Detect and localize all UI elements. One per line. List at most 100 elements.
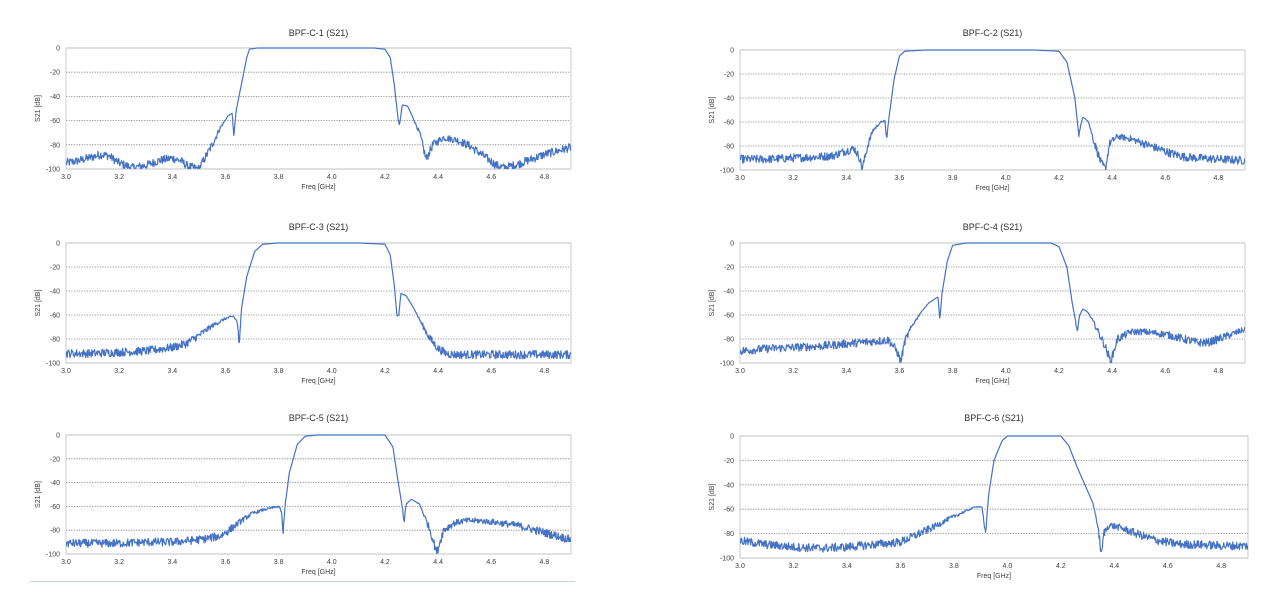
x-tick-label: 4.8	[1214, 368, 1224, 375]
x-tick-label: 3.2	[114, 559, 124, 566]
series-line-s21	[740, 242, 1245, 363]
plot-frame	[65, 434, 572, 555]
x-tick-label: 4.4	[433, 559, 443, 566]
y-tick-label: -40	[724, 289, 734, 296]
chart-title: BPF-C-4 (S21)	[963, 222, 1023, 232]
plot-frame	[65, 47, 572, 170]
chart-title: BPF-C-5 (S21)	[289, 413, 349, 423]
x-tick-label: 4.8	[1216, 563, 1226, 570]
y-tick-label: -60	[50, 504, 60, 511]
series-line-s21	[740, 49, 1245, 170]
x-tick-label: 3.4	[167, 368, 177, 375]
x-tick-label: 4.6	[486, 559, 496, 566]
x-tick-label: 3.6	[221, 368, 231, 375]
y-axis-label: S21 [dB]	[709, 97, 716, 124]
y-tick-label: -60	[724, 313, 734, 320]
series-line-s21	[740, 435, 1248, 553]
y-tick-label: -20	[724, 265, 734, 272]
y-tick-label: -100	[46, 361, 60, 368]
x-tick-label: 3.6	[221, 174, 231, 181]
x-tick-label: 4.6	[486, 368, 496, 375]
x-axis-label: Freq [GHz]	[301, 569, 335, 576]
y-axis-label: S21 [dB]	[35, 481, 42, 508]
x-tick-label: 4.2	[1054, 175, 1064, 182]
y-tick-label: -80	[50, 337, 60, 344]
x-axis-label: Freq [GHz]	[975, 378, 1009, 385]
x-tick-label: 4.6	[1160, 175, 1170, 182]
x-tick-label: 3.8	[274, 174, 284, 181]
x-tick-label: 3.0	[735, 175, 745, 182]
x-tick-label: 4.2	[380, 559, 390, 566]
y-tick-label: 0	[56, 241, 60, 248]
x-tick-label: 3.8	[949, 563, 959, 570]
y-tick-label: -40	[50, 480, 60, 487]
x-tick-label: 4.4	[1107, 175, 1117, 182]
x-tick-label: 4.0	[1001, 175, 1011, 182]
y-axis-label: S21 [dB]	[709, 290, 716, 317]
y-tick-label: 0	[730, 434, 734, 441]
y-tick-label: -20	[50, 70, 60, 77]
x-tick-label: 4.6	[1160, 368, 1170, 375]
x-tick-label: 3.6	[896, 563, 906, 570]
y-tick-label: -100	[720, 361, 734, 368]
x-tick-label: 4.8	[540, 559, 550, 566]
x-tick-label: 4.0	[1001, 368, 1011, 375]
y-tick-label: -60	[724, 120, 734, 127]
series-line-s21	[66, 47, 571, 169]
x-tick-label: 3.8	[948, 368, 958, 375]
y-tick-label: -80	[724, 531, 734, 538]
y-tick-label: -60	[50, 118, 60, 125]
x-tick-label: 4.2	[1054, 368, 1064, 375]
chart-title: BPF-C-3 (S21)	[289, 222, 349, 232]
x-tick-label: 3.2	[114, 174, 124, 181]
x-tick-label: 3.4	[841, 368, 851, 375]
x-tick-label: 3.0	[61, 368, 71, 375]
y-axis-label: S21 [dB]	[35, 95, 42, 122]
x-axis-label: Freq [GHz]	[977, 573, 1011, 580]
x-tick-label: 4.8	[1214, 175, 1224, 182]
y-tick-label: -60	[50, 313, 60, 320]
x-tick-label: 3.4	[842, 563, 852, 570]
chart-title: BPF-C-2 (S21)	[963, 28, 1023, 38]
y-tick-label: 0	[56, 433, 60, 440]
y-tick-label: -80	[50, 142, 60, 149]
x-axis-label: Freq [GHz]	[301, 184, 335, 191]
x-tick-label: 4.6	[486, 174, 496, 181]
y-tick-label: -100	[720, 168, 734, 175]
x-tick-label: 4.6	[1163, 563, 1173, 570]
x-tick-label: 4.2	[1056, 563, 1066, 570]
y-tick-label: -80	[724, 144, 734, 151]
x-tick-label: 4.2	[380, 368, 390, 375]
x-tick-label: 3.6	[221, 559, 231, 566]
x-tick-label: 3.2	[788, 368, 798, 375]
y-tick-label: -40	[724, 482, 734, 489]
x-tick-label: 4.8	[540, 174, 550, 181]
y-tick-label: -20	[50, 456, 60, 463]
y-tick-label: 0	[56, 46, 60, 53]
x-axis-label: Freq [GHz]	[975, 185, 1009, 192]
series-line-s21	[66, 434, 571, 554]
y-tick-label: -40	[50, 289, 60, 296]
x-tick-label: 3.2	[114, 368, 124, 375]
y-tick-label: -40	[724, 96, 734, 103]
x-tick-label: 3.0	[735, 368, 745, 375]
y-tick-label: -20	[724, 458, 734, 465]
x-tick-label: 3.0	[61, 174, 71, 181]
x-tick-label: 3.0	[61, 559, 71, 566]
x-tick-label: 4.0	[327, 368, 337, 375]
y-tick-label: -80	[50, 528, 60, 535]
x-tick-label: 4.4	[1109, 563, 1119, 570]
x-axis-label: Freq [GHz]	[301, 378, 335, 385]
y-tick-label: -20	[50, 265, 60, 272]
x-tick-label: 3.4	[841, 175, 851, 182]
y-tick-label: -20	[724, 72, 734, 79]
x-tick-label: 3.4	[167, 559, 177, 566]
x-tick-label: 4.0	[327, 174, 337, 181]
x-tick-label: 3.2	[789, 563, 799, 570]
